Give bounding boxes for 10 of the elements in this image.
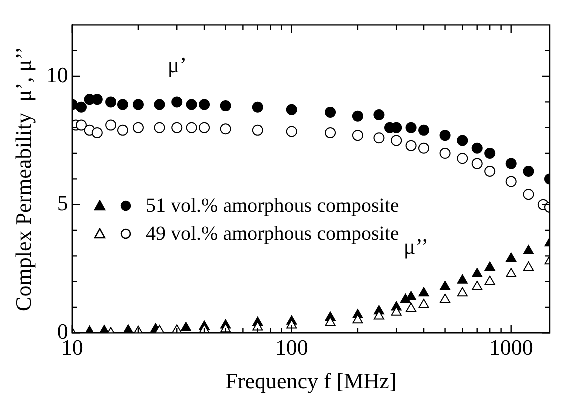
legend-label: 51 vol.% amorphous composite (146, 194, 400, 219)
y-tick-label: 10 (46, 62, 68, 88)
x-tick-label: 100 (275, 335, 308, 360)
annotation: μ’ (168, 52, 188, 78)
y-axis-title: Complex Permeability μ’, μ’’ (10, 46, 36, 312)
y-tick-label: 5 (57, 190, 68, 216)
annotation: μ’’ (404, 234, 429, 260)
x-tick-label: 1000 (489, 335, 534, 360)
x-axis-title: Frequency f [MHz] (226, 368, 397, 394)
legend-label: 49 vol.% amorphous composite (146, 222, 400, 247)
